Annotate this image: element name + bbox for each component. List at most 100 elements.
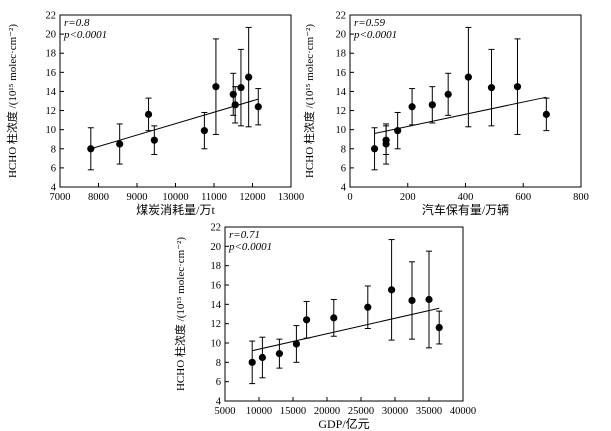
data-point <box>258 353 266 362</box>
stat-p-value: p<0.0001 <box>63 29 107 41</box>
data-point <box>435 323 443 332</box>
y-tick-label: 14 <box>336 87 347 98</box>
y-tick-label: 4 <box>51 183 57 194</box>
data-point <box>144 110 153 118</box>
y-tick-label: 6 <box>216 377 221 388</box>
y-tick-label: 20 <box>336 30 347 41</box>
y-tick-label: 20 <box>46 30 57 41</box>
data-point <box>394 127 402 135</box>
y-tick-label: 4 <box>341 183 347 194</box>
x-tick-label: 800 <box>573 192 589 203</box>
x-tick-label: 40000 <box>450 406 476 417</box>
data-point <box>303 316 311 324</box>
x-axis-label: 煤炭消耗量/万t <box>136 203 215 217</box>
x-axis-label: 汽车保有量/万辆 <box>422 202 509 217</box>
chart-coal-consumption: 7000 8000 9000 10000 11000 12000 13000 4 6 8 10 12 1… <box>5 11 304 218</box>
data-point <box>370 145 379 153</box>
y-tick-label: 22 <box>46 11 57 22</box>
y-tick-label: 10 <box>46 125 57 136</box>
y-tick-label: 8 <box>51 144 56 155</box>
x-tick-label: 13000 <box>278 192 304 203</box>
data-point <box>87 145 95 153</box>
x-tick-label: 7000 <box>50 192 71 203</box>
y-tick-label: 14 <box>211 300 222 311</box>
data-point <box>487 84 496 92</box>
data-point <box>464 73 472 81</box>
y-tick-label: 16 <box>211 281 222 292</box>
y-tick-label: 18 <box>336 49 347 60</box>
data-point <box>237 84 245 92</box>
stat-r-value: r=0.59 <box>354 17 385 29</box>
y-tick-label: 4 <box>216 397 222 408</box>
stat-r-value: r=0.71 <box>229 229 260 241</box>
x-tick-label: 10000 <box>246 406 272 417</box>
data-point <box>425 295 433 304</box>
data-point <box>150 136 158 144</box>
data-point <box>444 90 452 98</box>
x-tick-label: 10000 <box>162 192 188 203</box>
x-tick-label: 35000 <box>416 406 442 417</box>
data-point <box>275 350 283 358</box>
x-tick-label: 0 <box>347 192 352 203</box>
y-axis-label: HCHO 柱浓度 /(10¹⁵ molec·cm⁻²) <box>302 24 316 178</box>
plot-frame <box>224 226 464 402</box>
data-point <box>408 296 416 305</box>
y-axis-label: HCHO 柱浓度 /(10¹⁵ molec·cm⁻²) <box>5 24 19 178</box>
y-tick-label: 20 <box>211 242 222 253</box>
chart-vehicle-ownership: 0 200 400 600 800 4 6 8 10 12 14 16 18 20 22 汽车保有量/万辆 HC… <box>302 11 589 218</box>
data-point <box>200 127 208 135</box>
regression-line <box>252 307 440 352</box>
data-point <box>513 83 522 91</box>
stat-r-value: r=0.8 <box>64 17 90 29</box>
y-tick-label: 22 <box>336 11 347 22</box>
y-tick-label: 22 <box>211 223 222 234</box>
data-point <box>364 303 372 311</box>
y-tick-label: 6 <box>341 163 346 174</box>
regression-line <box>374 96 547 134</box>
x-tick-label: 15000 <box>280 406 306 417</box>
x-tick-label: 600 <box>515 192 531 203</box>
y-tick-label: 6 <box>51 163 56 174</box>
y-tick-label: 18 <box>211 261 222 272</box>
x-tick-label: 11000 <box>201 192 227 203</box>
data-point <box>245 73 253 81</box>
data-point <box>229 90 237 98</box>
y-tick-label: 12 <box>336 106 347 117</box>
data-point <box>408 103 416 111</box>
y-tick-label: 8 <box>216 358 221 369</box>
x-tick-label: 200 <box>400 192 416 203</box>
stat-p-value: p<0.0001 <box>353 29 397 41</box>
chart-gdp: 5000 10000 15000 20000 25000 30000 35000 40000 4… <box>173 223 476 431</box>
y-tick-label: 12 <box>46 106 57 117</box>
data-point <box>292 340 300 348</box>
data-point <box>382 140 390 148</box>
y-tick-label: 10 <box>336 125 347 136</box>
data-point <box>428 101 436 109</box>
y-tick-label: 16 <box>46 68 57 79</box>
x-tick-label: 8000 <box>88 192 109 203</box>
y-tick-label: 14 <box>46 87 57 98</box>
data-point <box>542 110 550 118</box>
x-axis-label: GDP/亿元 <box>318 416 369 431</box>
data-point <box>248 358 256 366</box>
y-tick-label: 18 <box>46 49 57 60</box>
x-tick-label: 5000 <box>215 406 236 417</box>
data-point <box>212 83 220 91</box>
y-axis-label: HCHO 柱浓度 /(10¹⁵ molec·cm⁻²) <box>173 237 187 391</box>
data-point <box>388 286 396 294</box>
x-tick-label: 400 <box>458 192 474 203</box>
regression-line <box>90 98 259 150</box>
y-tick-label: 16 <box>336 68 347 79</box>
data-point <box>330 314 338 322</box>
y-tick-label: 12 <box>211 319 222 330</box>
stat-p-value: p<0.0001 <box>228 241 272 253</box>
data-point <box>254 103 262 111</box>
x-tick-label: 25000 <box>348 406 374 417</box>
x-tick-label: 12000 <box>239 192 265 203</box>
y-tick-label: 10 <box>211 339 222 350</box>
y-tick-label: 8 <box>341 144 346 155</box>
x-tick-label: 20000 <box>314 406 340 417</box>
data-point <box>231 101 239 109</box>
data-point <box>116 140 124 148</box>
